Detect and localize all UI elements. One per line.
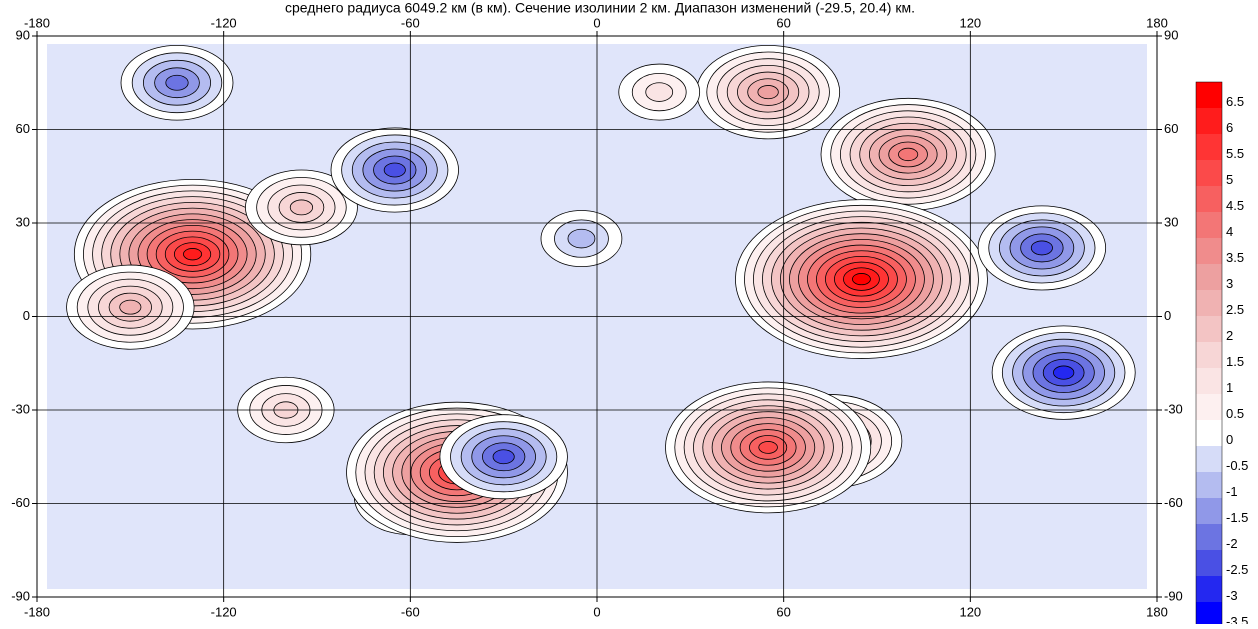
colorbar-label: 2.5: [1226, 302, 1244, 317]
y-tick-label: 60: [1164, 121, 1178, 136]
contour-band: [183, 248, 201, 260]
colorbar-swatch: [1196, 420, 1222, 446]
contour-band: [646, 83, 673, 102]
y-tick-label: 30: [16, 214, 30, 229]
contour-band: [493, 450, 514, 464]
y-tick-label: -30: [1164, 401, 1183, 416]
colorbar-swatch: [1196, 316, 1222, 342]
y-tick-label: 30: [1164, 214, 1178, 229]
colorbar-label: 3: [1226, 276, 1233, 291]
chart-title: среднего радиуса 6049.2 км (в км). Сечен…: [285, 0, 915, 16]
contour-band: [898, 148, 917, 160]
y-tick-label: 0: [1164, 308, 1171, 323]
colorbar-swatch: [1196, 498, 1222, 524]
x-tick-label: -60: [401, 604, 420, 619]
contour-band: [852, 273, 870, 284]
contour-band: [384, 163, 405, 177]
colorbar-swatch: [1196, 108, 1222, 134]
contour-band: [1053, 366, 1073, 379]
y-tick-label: 60: [16, 121, 30, 136]
x-tick-label: 0: [593, 604, 600, 619]
colorbar-swatch: [1196, 342, 1222, 368]
colorbar-swatch: [1196, 186, 1222, 212]
colorbar-swatch: [1196, 576, 1222, 602]
x-tick-label: -120: [211, 604, 237, 619]
colorbar-label: 6.5: [1226, 94, 1244, 109]
colorbar-label: 2: [1226, 328, 1233, 343]
colorbar-label: 0.5: [1226, 406, 1244, 421]
colorbar-label: 3.5: [1226, 250, 1244, 265]
colorbar-label: 0: [1226, 432, 1233, 447]
colorbar-label: -2.5: [1226, 562, 1248, 577]
contour-band: [758, 85, 778, 98]
colorbar-swatch: [1196, 446, 1222, 472]
colorbar-swatch: [1196, 602, 1222, 624]
colorbar-swatch: [1196, 394, 1222, 420]
contour-band: [759, 441, 778, 453]
contour-band: [290, 200, 312, 215]
colorbar-label: 4: [1226, 224, 1233, 239]
colorbar-swatch: [1196, 368, 1222, 394]
colorbar-label: 5.5: [1226, 146, 1244, 161]
colorbar-swatch: [1196, 212, 1222, 238]
colorbar-label: 5: [1226, 172, 1233, 187]
colorbar-label: 6: [1226, 120, 1233, 135]
colorbar-swatch: [1196, 134, 1222, 160]
colorbar-swatch: [1196, 82, 1222, 108]
x-tick-label: -180: [24, 604, 50, 619]
colorbar-swatch: [1196, 160, 1222, 186]
x-tick-label: 180: [1146, 604, 1168, 619]
y-tick-label: -60: [11, 495, 30, 510]
colorbar-label: 4.5: [1226, 198, 1244, 213]
colorbar-swatch: [1196, 524, 1222, 550]
contour-band: [120, 300, 141, 314]
y-tick-label: -90: [1164, 588, 1183, 603]
x-tick-label: -60: [401, 15, 420, 30]
colorbar-label: -0.5: [1226, 458, 1248, 473]
y-tick-label: -60: [1164, 495, 1183, 510]
colorbar-label: 1: [1226, 380, 1233, 395]
chart: среднего радиуса 6049.2 км (в км). Сечен…: [0, 0, 1258, 624]
contour-band: [568, 229, 595, 248]
x-tick-label: 120: [959, 15, 981, 30]
colorbar-swatch: [1196, 550, 1222, 576]
contour-band: [166, 75, 188, 90]
y-tick-label: 0: [23, 308, 30, 323]
colorbar-label: -3: [1226, 588, 1238, 603]
x-tick-label: 120: [959, 604, 981, 619]
contour-band: [1031, 241, 1052, 255]
colorbar-label: -2: [1226, 536, 1238, 551]
colorbar-swatch: [1196, 290, 1222, 316]
y-tick-label: -90: [11, 588, 30, 603]
y-tick-label: 90: [16, 27, 30, 42]
colorbar-label: -1.5: [1226, 510, 1248, 525]
colorbar-label: 1.5: [1226, 354, 1244, 369]
x-tick-label: 0: [593, 15, 600, 30]
colorbar-swatch: [1196, 264, 1222, 290]
x-tick-label: 60: [776, 604, 790, 619]
x-tick-label: 60: [776, 15, 790, 30]
colorbar-swatch: [1196, 472, 1222, 498]
colorbar-label: -1: [1226, 484, 1238, 499]
y-tick-label: -30: [11, 401, 30, 416]
colorbar-swatch: [1196, 238, 1222, 264]
x-tick-label: -120: [211, 15, 237, 30]
colorbar-label: -3.5: [1226, 614, 1248, 624]
y-tick-label: 90: [1164, 27, 1178, 42]
